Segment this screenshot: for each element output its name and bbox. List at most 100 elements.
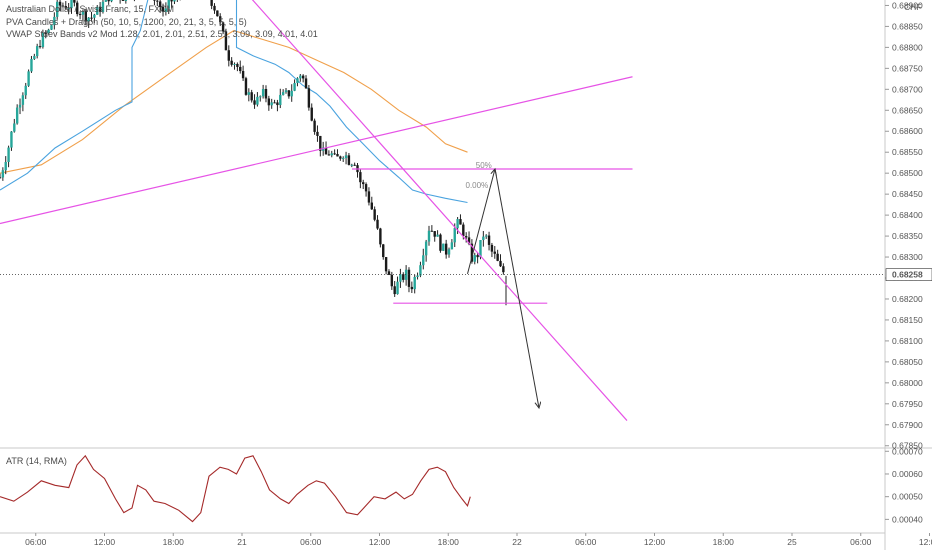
price-tick-label: 0.68000 (892, 378, 923, 388)
bear-candle (319, 135, 322, 151)
bear-candle (336, 153, 339, 157)
bull-candle (344, 155, 348, 158)
bull-candle (167, 0, 170, 9)
bull-candle (281, 92, 285, 95)
last-price-badge (885, 268, 932, 281)
bear-candle (316, 131, 319, 136)
time-tick-label: 12:00 (94, 537, 116, 547)
price-tick-label: 0.68050 (892, 357, 923, 367)
bull-candle (13, 123, 16, 132)
price-tick-label: 0.68700 (892, 84, 923, 94)
bear-candle (382, 244, 385, 258)
price-tick-label: 0.68650 (892, 105, 923, 115)
price-tick-label: 0.68750 (892, 63, 923, 73)
bull-candle (21, 95, 25, 105)
bear-candle (84, 11, 87, 22)
price-tick-label: 0.68500 (892, 168, 923, 178)
bear-candle (236, 63, 239, 67)
price-tick-label: 0.68300 (892, 252, 923, 262)
symbol-title[interactable]: Australian Dollar / Swiss Franc, 15, FXC… (6, 4, 175, 14)
bull-candle (96, 6, 99, 15)
bull-candle (330, 153, 333, 156)
time-tick-label: 21 (237, 537, 247, 547)
bear-candle (333, 153, 336, 155)
bear-candle (244, 78, 248, 95)
bear-candle (402, 274, 405, 280)
bull-candle (427, 230, 431, 242)
price-tick-label: 0.68100 (892, 336, 923, 346)
bull-candle (53, 16, 56, 26)
atr-pane (0, 454, 471, 523)
bear-candle (487, 235, 491, 245)
bull-candle (24, 85, 27, 96)
bear-candle (493, 251, 496, 254)
bear-candle (0, 177, 2, 179)
bear-candle (370, 202, 373, 210)
bull-candle (350, 164, 353, 166)
fib-labels: 0.00% 50% (466, 161, 492, 190)
time-tick-label: 12:00 (919, 537, 932, 547)
price-tick-label: 0.67900 (892, 420, 923, 430)
bear-candle (287, 90, 291, 97)
price-tick-label: 0.68400 (892, 210, 923, 220)
falling-line (251, 0, 628, 421)
price-tick-label: 0.68450 (892, 189, 923, 199)
bear-candle (250, 92, 253, 101)
bear-candle (107, 0, 110, 2)
bear-candle (502, 266, 505, 273)
time-tick-label: 06:00 (850, 537, 872, 547)
vwap-indicator-label[interactable]: VWAP Stdev Bands v2 Mod 1.28, 2.01, 2.01… (6, 29, 318, 39)
bull-candle (485, 235, 488, 237)
fib-label-50: 50% (476, 161, 492, 170)
bull-candle (424, 241, 428, 256)
price-tick-label: 0.68200 (892, 294, 923, 304)
bear-candle (273, 102, 276, 104)
bear-candle (379, 228, 382, 245)
bull-candle (27, 71, 30, 86)
bull-candle (256, 96, 259, 105)
fib-label-0: 0.00% (466, 181, 489, 190)
pva-indicator-label[interactable]: PVA Candles + Dragon (50, 10, 5, 1200, 2… (6, 17, 247, 27)
bear-candle (444, 243, 448, 255)
atr-tick-label: 0.00070 (892, 446, 923, 456)
bear-candle (476, 255, 479, 258)
bear-candle (467, 237, 471, 244)
bear-candle (347, 155, 351, 165)
bull-candle (450, 242, 454, 250)
bull-candle (124, 0, 128, 1)
atr-tick-label: 0.00050 (892, 492, 923, 502)
atr-indicator-label[interactable]: ATR (14, RMA) (6, 456, 67, 466)
bull-candle (342, 157, 345, 159)
bull-candle (321, 147, 325, 151)
bull-candle (261, 88, 265, 97)
rising-line (0, 76, 633, 225)
bull-candle (279, 94, 282, 106)
bear-candle (161, 6, 165, 12)
bear-candle (499, 260, 502, 267)
bear-candle (410, 286, 414, 290)
bear-candle (73, 0, 76, 3)
bear-candle (407, 269, 411, 287)
bear-candle (310, 107, 313, 121)
bear-candle (373, 209, 376, 220)
bull-candle (482, 236, 485, 241)
bull-candle (299, 75, 302, 79)
bear-candle (307, 88, 311, 108)
drawings[interactable] (0, 0, 885, 421)
bear-candle (267, 98, 271, 106)
atr-tick-label: 0.00040 (892, 514, 923, 524)
time-tick-label: 12:00 (369, 537, 391, 547)
bear-candle (367, 191, 371, 203)
bear-candle (264, 88, 268, 99)
ema-line (0, 30, 468, 174)
bull-candle (164, 8, 168, 12)
bear-candle (224, 31, 228, 51)
bull-candle (67, 8, 70, 10)
bull-candle (399, 274, 402, 282)
bull-candle (453, 228, 456, 243)
bull-candle (173, 0, 176, 2)
bull-candle (35, 46, 39, 57)
bull-candle (419, 265, 422, 276)
bear-candle (239, 66, 242, 72)
